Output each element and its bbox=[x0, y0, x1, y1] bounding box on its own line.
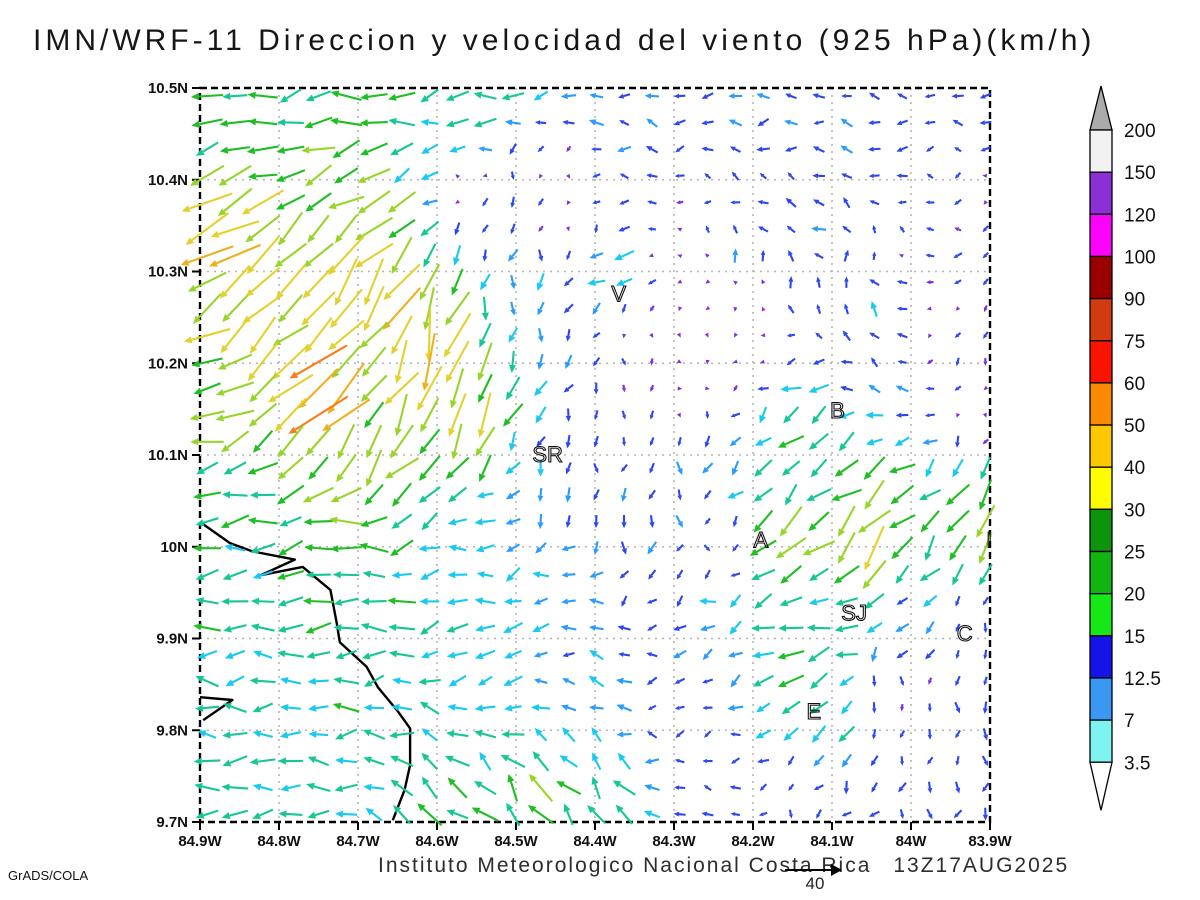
y-axis-label: 10.1N bbox=[148, 447, 188, 464]
city-label: SR bbox=[532, 442, 563, 467]
colorbar-segment bbox=[1089, 255, 1113, 300]
colorbar-label: 3.5 bbox=[1124, 753, 1150, 774]
city-label: C bbox=[957, 621, 973, 646]
colorbar-top-arrow bbox=[1089, 85, 1113, 131]
y-axis-label: 9.7N bbox=[156, 814, 188, 831]
city-label: A bbox=[754, 527, 769, 552]
x-axis-label: 84.5W bbox=[494, 833, 538, 850]
reference-vector-arrowhead-icon bbox=[831, 864, 842, 876]
city-label: SJ bbox=[841, 601, 867, 626]
city-label: I bbox=[986, 527, 992, 552]
x-axis-label: 84.3W bbox=[652, 833, 696, 850]
colorbar-segment bbox=[1089, 593, 1113, 637]
x-axis-label: 84.6W bbox=[415, 833, 459, 850]
y-axis-label: 9.8N bbox=[156, 722, 188, 739]
colorbar-label: 60 bbox=[1124, 374, 1145, 395]
colorbar-segment bbox=[1089, 297, 1113, 342]
colorbar: 200 150 120 100 90 75 60 50 40 30 25 20 15 12.5 7 3.5 bbox=[1088, 80, 1200, 825]
x-axis-label: 84.4W bbox=[573, 833, 617, 850]
x-axis-label: 84W bbox=[896, 833, 928, 850]
valid-datetime: 13Z17AUG2025 bbox=[893, 854, 1070, 877]
reference-vector-shaft bbox=[785, 869, 833, 871]
plot-frame bbox=[198, 86, 992, 824]
colorbar-segment bbox=[1089, 340, 1113, 384]
colorbar-label: 120 bbox=[1124, 205, 1156, 226]
y-axis-label: 10.5N bbox=[148, 80, 188, 97]
colorbar-segment bbox=[1089, 424, 1113, 468]
colorbar-label: 50 bbox=[1124, 416, 1145, 437]
institute-caption: Instituto Meteorologico Nacional Costa R… bbox=[378, 854, 872, 877]
colorbar-label: 40 bbox=[1124, 458, 1145, 479]
lat-lon-gridlines bbox=[200, 88, 990, 822]
colorbar-label: 15 bbox=[1124, 627, 1145, 648]
colorbar-label: 30 bbox=[1124, 500, 1145, 521]
wind-vector-map: 10.5N 10.4N 10.3N 10.2N 10.1N 10N 9.9N 9.8N 9.7N… bbox=[148, 80, 1013, 850]
colorbar-label: 12.5 bbox=[1124, 669, 1161, 690]
reference-vector-value: 40 bbox=[805, 874, 825, 893]
colorbar-label: 75 bbox=[1124, 332, 1145, 353]
colorbar-label: 100 bbox=[1124, 247, 1156, 268]
y-axis-label: 10.3N bbox=[148, 264, 188, 281]
chart-title: IMN/WRF-11 Direccion y velocidad del vie… bbox=[33, 24, 1096, 57]
plot-area: 10.5N 10.4N 10.3N 10.2N 10.1N 10N 9.9N 9.8N 9.7N… bbox=[148, 80, 1013, 850]
colorbar-label: 20 bbox=[1124, 585, 1145, 606]
x-axis-label: 84.1W bbox=[810, 833, 854, 850]
grads-credit: GrADS/COLA bbox=[8, 868, 89, 883]
y-axis-label: 10N bbox=[160, 539, 188, 556]
city-label: B bbox=[830, 398, 845, 423]
city-labels: V SR B A SJ C E I bbox=[532, 281, 993, 725]
colorbar-bottom-arrow bbox=[1089, 761, 1113, 811]
colorbar-scale: 200 150 120 100 90 75 60 50 40 30 25 20 15 12.5 7 3.5 bbox=[1089, 85, 1161, 811]
axis-ticks-and-labels: 10.5N 10.4N 10.3N 10.2N 10.1N 10N 9.9N 9.8N 9.7N… bbox=[148, 80, 1013, 850]
footer-caption: Instituto Meteorologico Nacional Costa R… bbox=[378, 854, 1069, 878]
colorbar-segment bbox=[1089, 719, 1113, 763]
colorbar-segment bbox=[1089, 213, 1113, 258]
x-axis-label: 84.7W bbox=[336, 833, 380, 850]
colorbar-segment bbox=[1089, 466, 1113, 511]
city-label: E bbox=[806, 699, 821, 724]
wind-arrows bbox=[180, 88, 996, 827]
x-axis-label: 84.8W bbox=[257, 833, 301, 850]
colorbar-label: 7 bbox=[1124, 711, 1135, 732]
colorbar-label: 25 bbox=[1124, 543, 1145, 564]
colorbar-segment bbox=[1089, 382, 1113, 426]
y-axis-label: 9.9N bbox=[156, 631, 188, 648]
colorbar-segment bbox=[1089, 171, 1113, 215]
x-axis-label: 84.2W bbox=[731, 833, 775, 850]
colorbar-segment bbox=[1089, 677, 1113, 721]
colorbar-label: 200 bbox=[1124, 121, 1156, 142]
x-axis-label: 83.9W bbox=[968, 833, 1012, 850]
colorbar-label: 150 bbox=[1124, 163, 1156, 184]
y-axis-label: 10.4N bbox=[148, 172, 188, 189]
x-axis-label: 84.9W bbox=[178, 833, 222, 850]
colorbar-segment bbox=[1089, 550, 1113, 595]
colorbar-segment bbox=[1089, 508, 1113, 553]
colorbar-segment bbox=[1089, 129, 1113, 173]
colorbar-segment bbox=[1089, 635, 1113, 679]
colorbar-label: 90 bbox=[1124, 290, 1145, 311]
y-axis-label: 10.2N bbox=[148, 355, 188, 372]
city-label: V bbox=[611, 281, 626, 306]
coastline bbox=[199, 521, 412, 821]
